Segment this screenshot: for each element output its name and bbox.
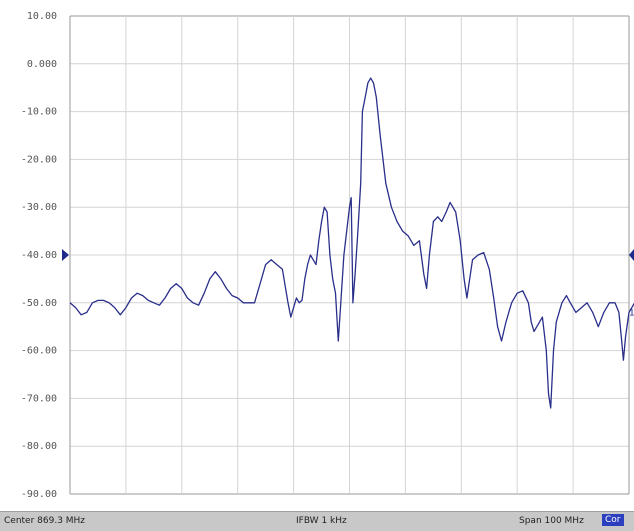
trace-layer	[69, 77, 634, 409]
y-tick-label: 10.00	[27, 11, 57, 22]
y-tick-label: -10.00	[21, 107, 57, 118]
y-axis-tick-labels: 10.00 0.000 -10.00 -20.00 -30.00 -40.00 -50.00…	[21, 11, 57, 500]
y-tick-label: -70.00	[21, 393, 57, 404]
y-tick-label: -90.00	[21, 489, 57, 500]
correction-badge[interactable]: Cor	[602, 514, 624, 526]
y-tick-label: -20.00	[21, 154, 57, 165]
trace-marker-label: 1	[629, 308, 634, 318]
y-tick-label: -40.00	[21, 250, 57, 261]
ifbw-label: IFBW 1 kHz	[296, 516, 347, 526]
right-reference-marker	[629, 249, 634, 261]
span-label: Span 100 MHz	[519, 516, 584, 526]
left-reference-marker	[62, 249, 69, 261]
grid-lines	[69, 15, 630, 495]
y-tick-label: 0.000	[27, 59, 57, 70]
y-tick-label: -50.00	[21, 298, 57, 309]
trace-line	[69, 77, 634, 409]
trace-chart: 10.00 0.000 -10.00 -20.00 -30.00 -40.00 -50.00…	[21, 11, 634, 500]
y-tick-label: -80.00	[21, 441, 57, 452]
y-tick-label: -30.00	[21, 202, 57, 213]
reference-markers: 1	[62, 249, 634, 318]
status-bar: Center 869.3 MHz IFBW 1 kHz Span 100 MHz…	[0, 511, 634, 531]
center-frequency-label: Center 869.3 MHz	[4, 516, 86, 526]
y-tick-label: -60.00	[21, 346, 57, 357]
